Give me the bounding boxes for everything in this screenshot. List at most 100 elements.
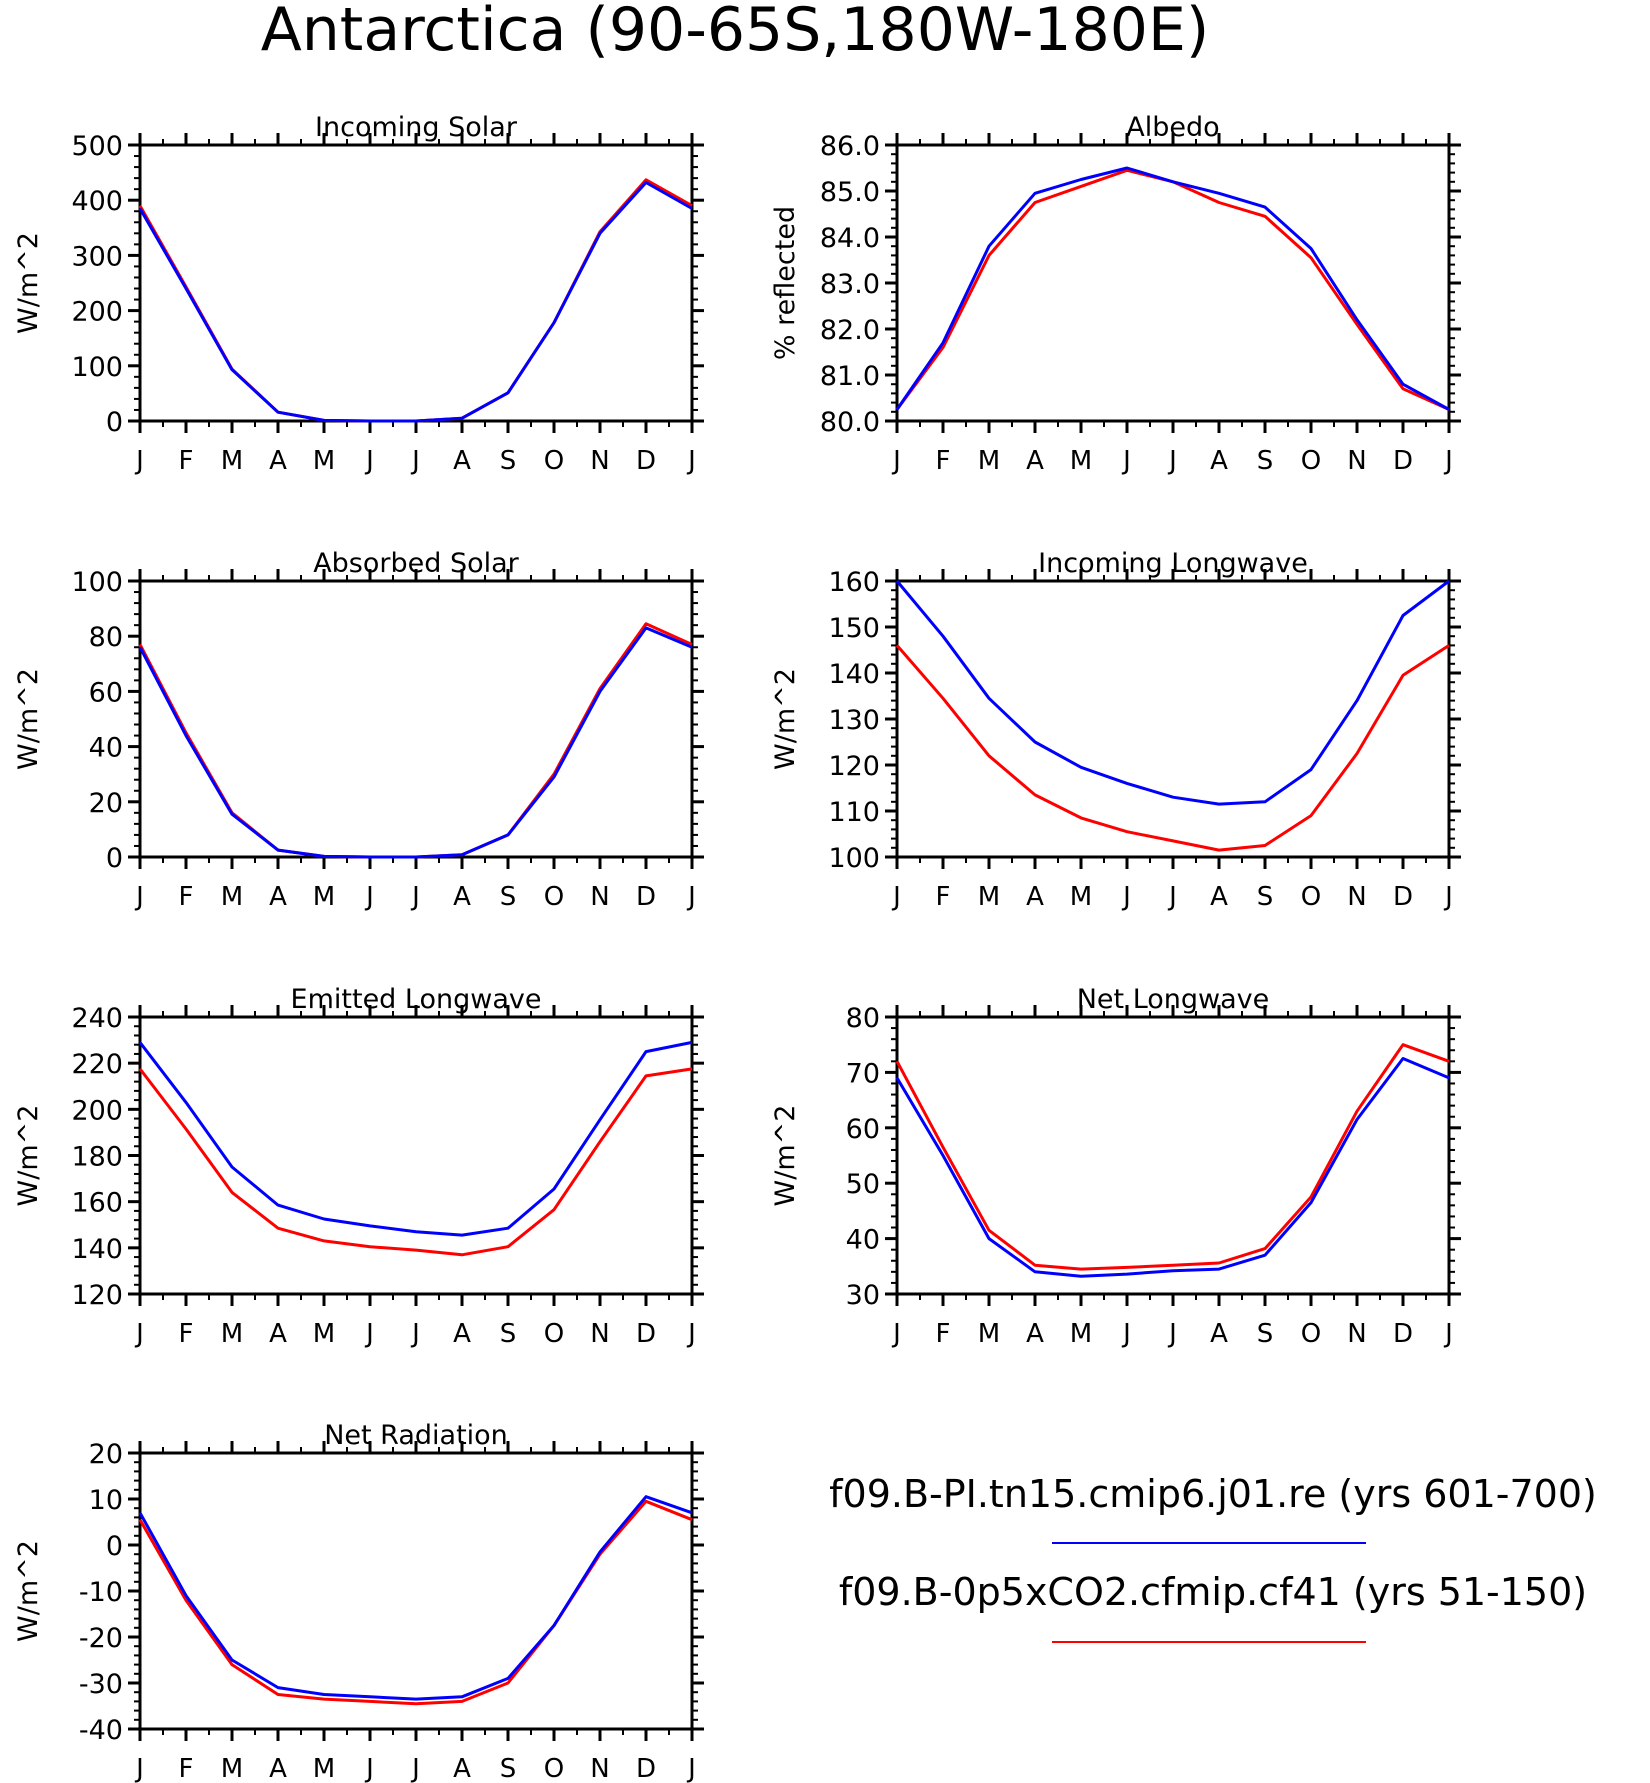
x-tick-label: J (1167, 1319, 1177, 1349)
x-tick-label: M (313, 446, 335, 476)
x-tick-label: A (269, 1754, 287, 1783)
series-line-run1 (895, 579, 1450, 806)
y-tick-label: 100 (71, 567, 123, 598)
y-tick-label: 0 (106, 1531, 123, 1562)
x-tick-label: O (544, 1319, 564, 1349)
x-tick-label: J (364, 882, 374, 912)
x-tick-label: D (636, 446, 656, 476)
x-tick-label: J (364, 446, 374, 476)
plot-frame (138, 143, 694, 423)
y-tick-label: 82.0 (820, 315, 880, 346)
x-tick-label: J (1167, 882, 1177, 912)
y-tick-label: -30 (79, 1669, 123, 1700)
plot-frame (138, 579, 694, 859)
plot-frame (895, 579, 1451, 859)
x-tick-label: J (891, 1319, 901, 1349)
x-tick-label: D (636, 882, 656, 912)
x-tick-label: D (636, 1319, 656, 1349)
y-tick-label: 100 (828, 843, 880, 874)
y-tick-label: 140 (828, 659, 880, 690)
series-line-run1 (895, 1057, 1450, 1278)
x-tick-label: M (1070, 1319, 1092, 1349)
y-tick-label: 83.0 (820, 269, 880, 300)
y-tick-label: 84.0 (820, 223, 880, 254)
x-tick-label: J (1443, 1319, 1453, 1349)
y-axis-label: % reflected (770, 206, 801, 360)
plot-frame (138, 1451, 694, 1731)
x-tick-label: O (1301, 446, 1321, 476)
x-tick-label: O (544, 446, 564, 476)
y-tick-label: -20 (79, 1623, 123, 1654)
page-title: Antarctica (90-65S,180W-180E) (261, 0, 1210, 65)
x-tick-label: F (936, 882, 951, 912)
y-tick-label: 10 (89, 1485, 123, 1516)
y-tick-label: 85.0 (820, 177, 880, 208)
x-tick-label: A (1210, 446, 1228, 476)
y-tick-label: -10 (79, 1577, 123, 1608)
plot-frame (895, 1015, 1451, 1296)
y-axis-label: W/m^2 (770, 668, 801, 770)
x-tick-label: J (134, 1319, 144, 1349)
y-tick-label: 20 (89, 1439, 123, 1470)
x-tick-label: M (313, 1319, 335, 1349)
x-tick-label: J (1167, 446, 1177, 476)
x-tick-label: M (221, 1319, 243, 1349)
x-tick-label: N (590, 446, 609, 476)
x-tick-label: O (544, 882, 564, 912)
x-tick-label: A (453, 1319, 471, 1349)
x-tick-label: J (891, 446, 901, 476)
x-tick-label: N (590, 1754, 609, 1783)
x-tick-label: J (134, 882, 144, 912)
x-tick-label: A (453, 882, 471, 912)
x-tick-label: J (686, 1319, 696, 1349)
y-tick-label: 86.0 (820, 131, 880, 162)
y-tick-label: 81.0 (820, 361, 880, 392)
series-line-run1 (895, 166, 1450, 411)
x-tick-label: D (1393, 882, 1413, 912)
x-tick-label: J (364, 1754, 374, 1783)
series-line-run2 (895, 644, 1450, 852)
y-tick-label: 70 (846, 1058, 880, 1089)
y-tick-label: 200 (71, 297, 123, 328)
x-tick-label: N (1347, 446, 1366, 476)
y-axis-label: W/m^2 (770, 1105, 801, 1207)
x-tick-label: J (1121, 446, 1131, 476)
x-tick-label: A (1210, 1319, 1228, 1349)
legend-label-run2: f09.B-0p5xCO2.cfmip.cf41 (yrs 51-150) (839, 1570, 1587, 1614)
y-tick-label: 40 (846, 1225, 880, 1256)
x-tick-label: M (1070, 882, 1092, 912)
series-line-run2 (895, 1043, 1450, 1271)
x-tick-label: M (313, 882, 335, 912)
x-tick-label: J (1443, 882, 1453, 912)
x-tick-label: F (179, 1754, 194, 1783)
x-tick-label: J (410, 1754, 420, 1783)
y-tick-label: 180 (71, 1142, 123, 1173)
y-tick-label: 0 (106, 407, 123, 438)
y-axis-label: W/m^2 (13, 668, 44, 770)
series-line-run2 (138, 622, 693, 859)
series-line-run1 (138, 1040, 693, 1237)
series-line-run1 (138, 181, 693, 423)
x-tick-label: N (590, 882, 609, 912)
x-tick-label: S (500, 1319, 517, 1349)
y-tick-label: 130 (828, 705, 880, 736)
x-tick-label: J (891, 882, 901, 912)
y-tick-label: 300 (71, 241, 123, 272)
x-tick-label: N (1347, 1319, 1366, 1349)
x-tick-label: D (1393, 1319, 1413, 1349)
x-tick-label: A (269, 446, 287, 476)
x-tick-label: A (453, 446, 471, 476)
x-tick-label: N (1347, 882, 1366, 912)
x-tick-label: J (364, 1319, 374, 1349)
x-tick-label: A (269, 1319, 287, 1349)
x-tick-label: J (1121, 1319, 1131, 1349)
x-tick-label: A (1026, 882, 1044, 912)
x-tick-label: N (590, 1319, 609, 1349)
y-axis-label: W/m^2 (13, 1540, 44, 1642)
y-tick-label: 140 (71, 1234, 123, 1265)
y-tick-label: 150 (828, 613, 880, 644)
x-tick-label: A (1026, 1319, 1044, 1349)
